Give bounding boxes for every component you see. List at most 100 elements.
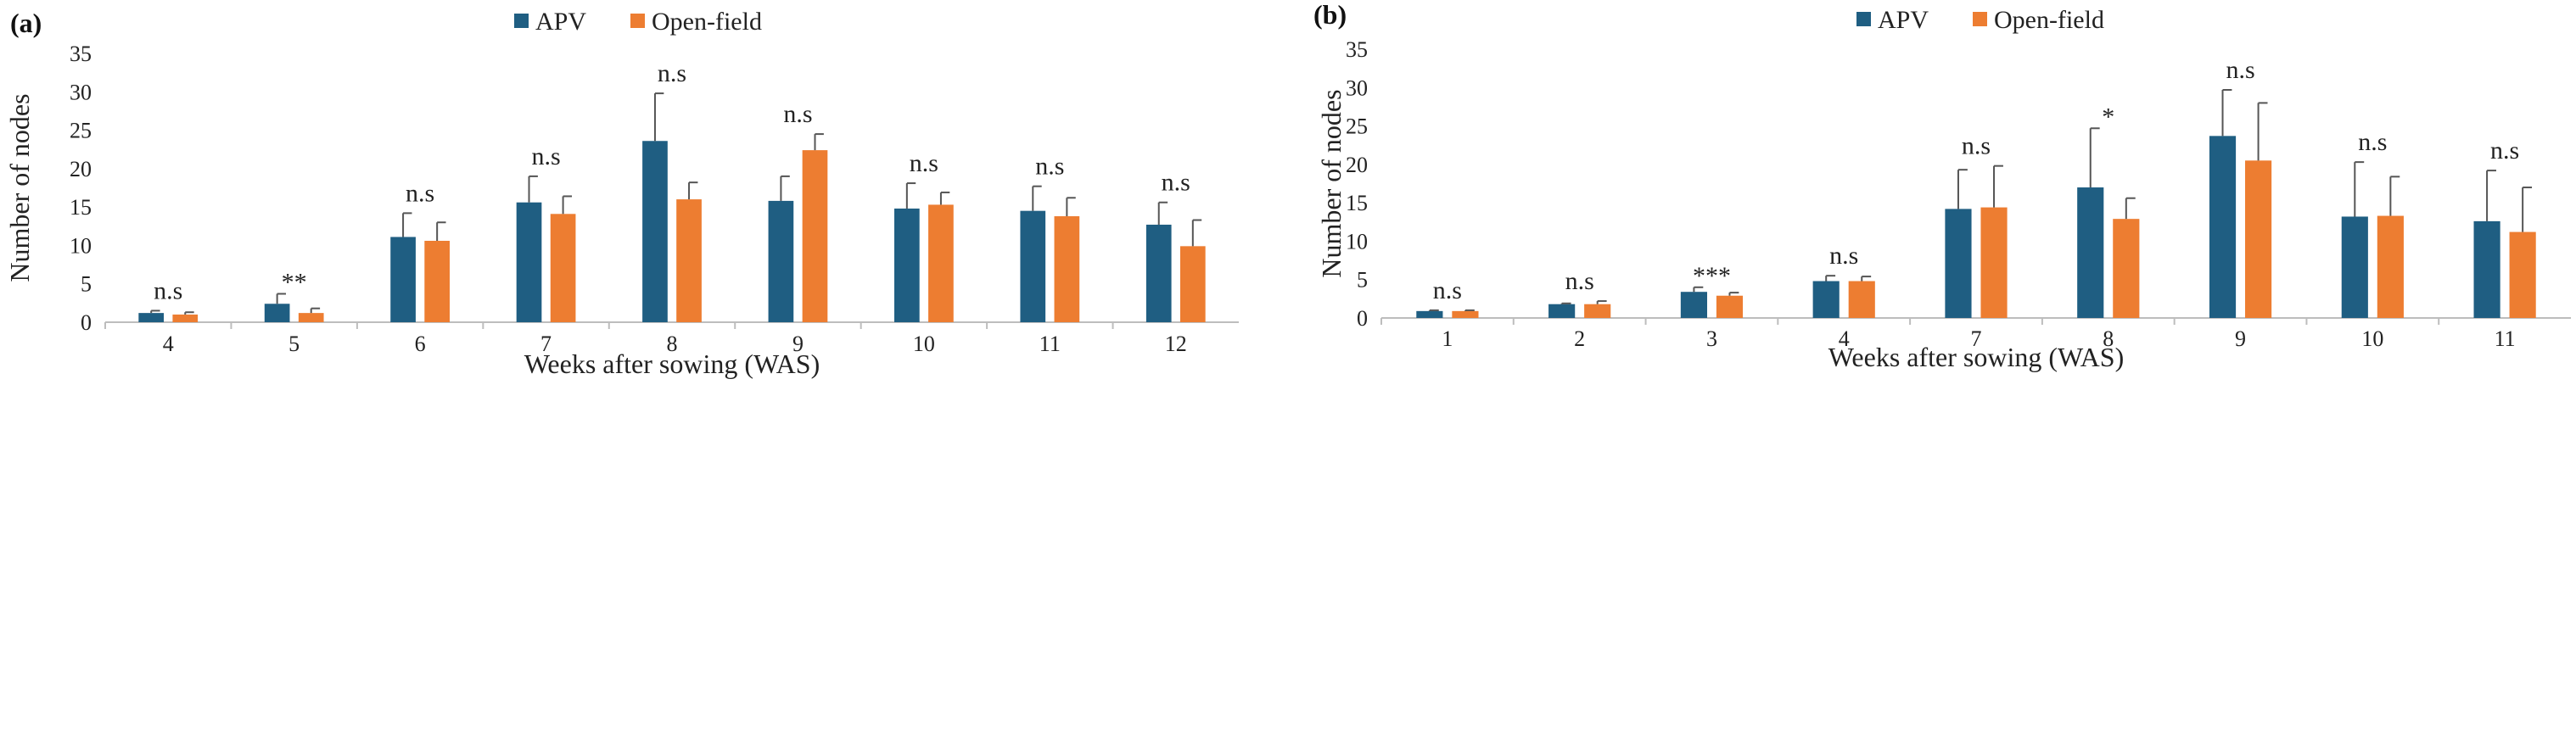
bar-open-field (172, 314, 199, 322)
bar-open-field (1584, 304, 1611, 318)
x-tick-label: 2 (1574, 326, 1585, 351)
legend-label-1: Open-field (1994, 6, 2104, 34)
y-tick-label: 25 (1346, 114, 1368, 139)
legend-swatch-1 (630, 14, 645, 28)
x-tick-label: 8 (667, 332, 678, 356)
x-tick-label: 1 (1442, 326, 1453, 351)
significance-label: n.s (783, 100, 812, 128)
significance-label: n.s (406, 179, 434, 207)
bar-open-field (1452, 310, 1479, 318)
significance-label: n.s (531, 142, 560, 170)
bar-apv (138, 313, 165, 322)
x-tick-label: 8 (2103, 326, 2114, 351)
x-axis-title: Weeks after sowing (WAS) (1828, 342, 2124, 372)
y-tick-label: 35 (1346, 37, 1368, 62)
significance-label: n.s (658, 59, 686, 87)
y-tick-label: 10 (1346, 229, 1368, 254)
y-tick-label: 15 (70, 195, 92, 220)
bar-open-field (1179, 246, 1206, 322)
x-tick-label: 10 (2361, 326, 2383, 351)
bar-apv (1945, 209, 1972, 318)
x-tick-label: 10 (913, 332, 935, 356)
significance-label: n.s (1565, 267, 1594, 295)
panel-label: (b) (1313, 0, 1347, 30)
bar-apv (1680, 292, 1707, 318)
significance-label: n.s (154, 276, 182, 304)
significance-label: n.s (1433, 276, 1462, 304)
chart-panel-0: (a) APV Open-field 0 5 10 15 20 25 30 35 Number of … (4, 8, 1239, 379)
bar-apv (1416, 310, 1443, 318)
bar-open-field (802, 150, 828, 322)
significance-label: n.s (2226, 56, 2254, 84)
bar-open-field (550, 214, 576, 322)
significance-label: *** (1693, 262, 1731, 290)
bar-open-field (1980, 207, 2008, 318)
bar-open-field (928, 204, 954, 322)
x-tick-label: 7 (540, 332, 552, 356)
bar-apv (516, 202, 542, 322)
significance-label: n.s (1035, 153, 1064, 181)
y-tick-label: 30 (1346, 75, 1368, 100)
legend-label-1: Open-field (652, 8, 762, 36)
bar-open-field (2377, 215, 2404, 318)
panel-label: (a) (10, 8, 42, 38)
bar-apv (2077, 187, 2104, 318)
y-tick-label: 10 (70, 233, 92, 258)
x-tick-label: 5 (288, 332, 300, 356)
bar-apv (2473, 220, 2500, 318)
bar-apv (2209, 136, 2237, 318)
y-tick-label: 30 (70, 80, 92, 104)
legend-swatch-0 (1856, 12, 1871, 26)
legend-label-0: APV (1878, 6, 1929, 34)
y-axis-title: Number of nodes (4, 93, 35, 282)
significance-label: n.s (1829, 242, 1858, 270)
bar-open-field (2509, 231, 2536, 318)
bar-open-field (2113, 219, 2140, 318)
bar-open-field (424, 240, 450, 322)
x-tick-label: 7 (1971, 326, 1982, 351)
chart-panel-1: (b) APV Open-field 0 5 10 15 20 25 30 35 Number of … (1313, 0, 2571, 372)
bar-apv (264, 304, 290, 322)
y-tick-label: 15 (1346, 191, 1368, 215)
x-tick-label: 11 (2495, 326, 2516, 351)
x-axis-title: Weeks after sowing (WAS) (524, 348, 820, 379)
bar-apv (642, 141, 668, 322)
bar-apv (1145, 224, 1172, 322)
significance-label: n.s (2358, 128, 2387, 156)
legend-swatch-0 (514, 14, 529, 28)
x-tick-label: 6 (415, 332, 426, 356)
x-tick-label: 12 (1165, 332, 1187, 356)
bar-open-field (1054, 216, 1080, 322)
bar-apv (2341, 216, 2368, 318)
significance-label: n.s (1162, 169, 1190, 197)
y-tick-label: 0 (1357, 306, 1368, 331)
bar-apv (894, 208, 920, 322)
x-tick-label: 3 (1706, 326, 1717, 351)
y-tick-label: 0 (81, 310, 92, 335)
x-tick-label: 11 (1039, 332, 1061, 356)
y-tick-label: 20 (1346, 153, 1368, 177)
y-axis-title: Number of nodes (1316, 89, 1347, 277)
bar-open-field (1716, 295, 1744, 318)
x-tick-label: 4 (1839, 326, 1850, 351)
bar-open-field (1848, 281, 1875, 318)
bar-open-field (2245, 160, 2272, 318)
y-tick-label: 5 (81, 272, 92, 297)
bar-apv (768, 200, 794, 322)
significance-label: n.s (2490, 137, 2519, 164)
bar-open-field (676, 199, 702, 322)
x-tick-label: 9 (792, 332, 804, 356)
bar-apv (1812, 281, 1840, 318)
y-tick-label: 35 (70, 42, 92, 66)
legend-swatch-1 (1973, 12, 1987, 26)
x-tick-label: 4 (163, 332, 174, 356)
legend-label-0: APV (535, 8, 586, 36)
bar-apv (1020, 210, 1046, 322)
y-tick-label: 25 (70, 119, 92, 143)
y-tick-label: 20 (70, 157, 92, 181)
x-tick-label: 9 (2235, 326, 2246, 351)
significance-label: n.s (910, 149, 938, 177)
significance-label: n.s (1962, 132, 1991, 160)
bar-apv (1548, 304, 1576, 318)
